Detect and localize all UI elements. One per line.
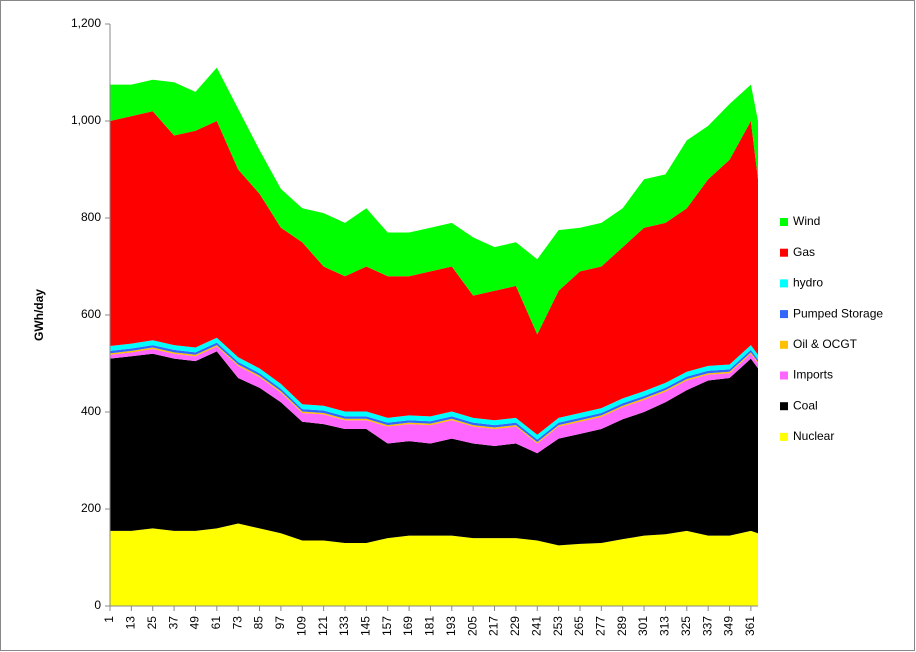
area [110, 337, 758, 440]
x-tick-label: 361 [743, 616, 757, 636]
y-tick-label: 0 [94, 598, 101, 612]
x-tick-label: 217 [487, 616, 501, 636]
area [110, 111, 758, 435]
legend-swatch [780, 248, 788, 257]
x-tick-label: 121 [316, 616, 330, 636]
area [110, 342, 758, 443]
x-tick-label: 277 [594, 616, 608, 636]
y-tick-label: 1,000 [71, 113, 101, 127]
y-tick-label: 400 [81, 404, 101, 418]
x-tick-label: 133 [337, 616, 351, 636]
legend-swatch [780, 432, 788, 441]
x-tick-label: 61 [209, 616, 223, 630]
x-tick-label: 229 [508, 616, 522, 636]
x-tick-label: 73 [230, 616, 244, 630]
x-tick-label: 241 [529, 616, 543, 636]
x-tick-label: 265 [572, 616, 586, 636]
legend-label: Wind [793, 214, 820, 228]
legend-label: Coal [793, 398, 818, 412]
x-tick-label: 109 [294, 616, 308, 636]
x-tick-label: 313 [658, 616, 672, 636]
x-tick-label: 169 [401, 616, 415, 636]
x-tick-label: 13 [124, 616, 138, 630]
legend-label: Nuclear [793, 429, 834, 443]
x-tick-label: 97 [273, 616, 287, 630]
legend-swatch [780, 218, 788, 226]
y-tick-label: 600 [81, 307, 101, 321]
area [110, 351, 758, 546]
area [110, 67, 758, 335]
x-tick-label: 253 [551, 616, 565, 636]
area [110, 523, 758, 606]
x-tick-label: 337 [700, 616, 714, 636]
legend-swatch [780, 402, 788, 411]
area [110, 345, 758, 444]
x-tick-label: 157 [380, 616, 394, 636]
x-tick-label: 193 [444, 616, 458, 636]
legend-label: Oil & OCGT [793, 337, 858, 351]
x-tick-label: 25 [145, 616, 159, 630]
legend-label: Pumped Storage [793, 306, 883, 320]
y-tick-label: 200 [81, 501, 101, 515]
legend-label: Gas [793, 245, 815, 259]
x-tick-label: 205 [465, 616, 479, 636]
legend-swatch [780, 310, 788, 319]
x-tick-label: 49 [188, 616, 202, 630]
legend-label: Imports [793, 368, 833, 382]
area [110, 346, 758, 454]
y-axis-label: GWh/day [32, 289, 46, 341]
x-tick-label: 1 [102, 616, 116, 623]
legend-swatch [780, 279, 788, 288]
legend-swatch [780, 340, 788, 349]
x-tick-label: 145 [359, 616, 373, 636]
x-tick-label: 301 [636, 616, 650, 636]
y-tick-label: 1,200 [71, 16, 101, 30]
x-tick-label: 289 [615, 616, 629, 636]
x-tick-label: 181 [423, 616, 437, 636]
legend-swatch [780, 371, 788, 380]
x-tick-label: 349 [722, 616, 736, 636]
legend-label: hydro [793, 276, 823, 290]
x-tick-label: 325 [679, 616, 693, 636]
x-tick-label: 37 [166, 616, 180, 630]
x-tick-label: 85 [252, 616, 266, 630]
y-tick-label: 800 [81, 210, 101, 224]
